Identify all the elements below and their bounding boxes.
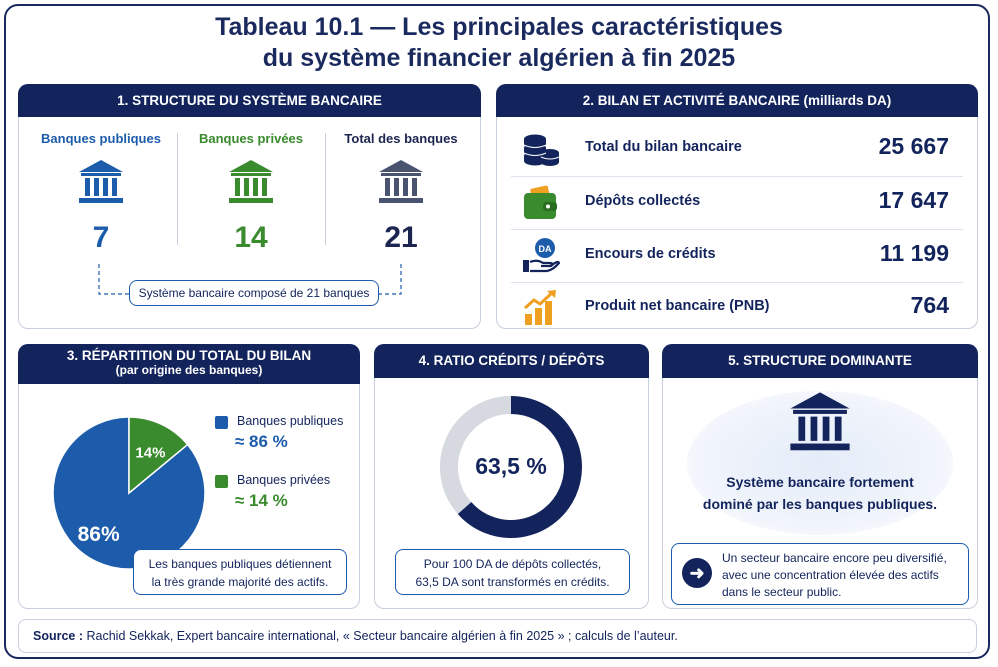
legend-swatch-private: [215, 475, 228, 488]
source-footer: Source : Rachid Sekkak, Expert bancaire …: [18, 619, 977, 653]
column-divider: [177, 133, 178, 245]
growth-chart-icon: [524, 290, 556, 325]
source-label: Source :: [33, 629, 84, 643]
deposits-row: Dépôts collectés 17 647: [497, 177, 977, 229]
wallet-icon: [524, 185, 557, 219]
private-banks-column: Banques privées 14: [181, 131, 321, 255]
ratio-note: Pour 100 DA de dépôts collectés, 63,5 DA…: [395, 549, 630, 595]
panel-header-line: 3. RÉPARTITION DU TOTAL DU BILAN: [66, 348, 312, 363]
row-separator: [511, 229, 963, 230]
row-separator: [511, 176, 963, 177]
column-label: Banques privées: [198, 131, 304, 146]
legend-label-private: Banques privées: [237, 473, 331, 487]
hand-coin-icon: DA: [523, 238, 561, 273]
dominance-statement: Système bancaire fortement dominé par le…: [702, 474, 938, 512]
panel-header-subline: (par origine des banques): [115, 363, 263, 377]
currency-badge: DA: [539, 244, 552, 254]
panel-dominant-structure: 5. STRUCTURE DOMINANTE Système bancaire …: [662, 344, 978, 609]
row-label: Total du bilan bancaire: [585, 139, 742, 155]
panel-header: 5. STRUCTURE DOMINANTE: [662, 344, 978, 378]
row-separator: [511, 282, 963, 283]
donut-segment-rest: [440, 396, 512, 514]
bank-building-icon: [79, 160, 123, 203]
ratio-donut-chart: [440, 396, 582, 538]
bank-building-icon: [790, 392, 850, 451]
legend-value-private: ≈ 14 %: [235, 491, 288, 510]
column-label: Total des banques: [344, 131, 458, 146]
bank-building-icon: [379, 160, 423, 203]
total-banks-column: Total des banques 21: [331, 131, 471, 255]
public-banks-column: Banques publiques 7: [31, 131, 171, 255]
public-banks-count: 7: [92, 221, 110, 254]
row-label: Produit net bancaire (PNB): [585, 298, 770, 314]
panel-bank-structure: 1. STRUCTURE DU SYSTÈME BANCAIRE Banques…: [18, 84, 481, 329]
row-value: 11 199: [879, 240, 949, 266]
pnb-row: Produit net bancaire (PNB) 764: [497, 282, 977, 334]
panel-credit-deposit-ratio: 4. RATIO CRÉDITS / DÉPÔTS 63,5 % Pour 10…: [374, 344, 649, 609]
credits-row: DA Encours de crédits 11 199: [497, 230, 977, 282]
legend-label-public: Banques publiques: [237, 414, 344, 428]
donut-segment-credits: [457, 396, 582, 538]
column-divider: [325, 133, 326, 245]
highlight-halo: [687, 391, 953, 535]
panel-balance-activity: 2. BILAN ET ACTIVITÉ BANCAIRE (milliards…: [496, 84, 978, 329]
row-label: Encours de crédits: [585, 246, 716, 262]
coin-stack-icon: [523, 134, 560, 166]
row-value: 764: [910, 292, 949, 318]
balance-total-row: Total du bilan bancaire 25 667: [497, 123, 977, 175]
panel-header: 2. BILAN ET ACTIVITÉ BANCAIRE (milliards…: [496, 84, 978, 117]
panel-balance-distribution: 3. RÉPARTITION DU TOTAL DU BILAN (par or…: [18, 344, 360, 609]
bank-count-note: Système bancaire composé de 21 banques: [129, 280, 379, 306]
column-label: Banques publiques: [41, 131, 161, 146]
panel-header: 4. RATIO CRÉDITS / DÉPÔTS: [374, 344, 649, 378]
private-banks-count: 14: [234, 221, 268, 254]
row-label: Dépôts collectés: [585, 193, 701, 209]
source-text: Rachid Sekkak, Expert bancaire internati…: [83, 629, 678, 643]
distribution-note: Les banques publiques détiennent la très…: [133, 549, 347, 595]
total-banks-count: 21: [384, 221, 418, 254]
pie-slice-private: [128, 416, 189, 495]
page-title: Tableau 10.1 — Les principales caractéri…: [215, 13, 783, 72]
bracket-connector: [98, 264, 402, 295]
diversification-note: ➜ Un secteur bancaire encore peu diversi…: [671, 543, 969, 605]
balance-pie-chart: 86% 14%: [52, 416, 206, 570]
panel-header: 1. STRUCTURE DU SYSTÈME BANCAIRE: [18, 84, 481, 117]
bank-building-icon: [229, 160, 273, 203]
legend-swatch-public: [215, 416, 228, 429]
row-value: 25 667: [878, 133, 949, 159]
legend-value-public: ≈ 86 %: [235, 432, 288, 451]
ratio-center-label: 63,5 %: [475, 453, 547, 479]
panel-header: 3. RÉPARTITION DU TOTAL DU BILAN (par or…: [18, 344, 360, 384]
row-value: 17 647: [878, 187, 949, 213]
pie-label-public: 86%: [78, 523, 120, 546]
pie-label-private: 14%: [135, 445, 165, 462]
arrow-right-icon: ➜: [682, 558, 712, 588]
